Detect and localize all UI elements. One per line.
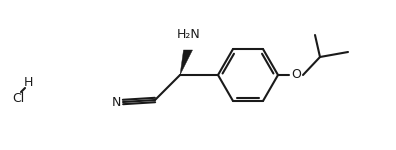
Text: H₂N: H₂N bbox=[177, 28, 201, 41]
Polygon shape bbox=[180, 50, 192, 75]
Text: Cl: Cl bbox=[12, 92, 24, 105]
Text: H: H bbox=[23, 75, 33, 88]
Text: N: N bbox=[111, 96, 121, 108]
Text: O: O bbox=[291, 69, 301, 81]
